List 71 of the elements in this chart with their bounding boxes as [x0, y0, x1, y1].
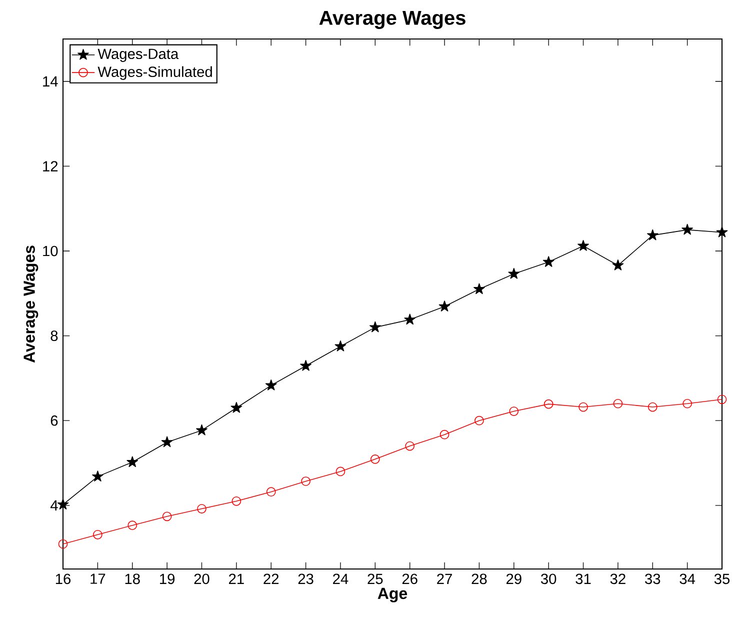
x-tick-label: 32	[610, 574, 626, 584]
point	[265, 379, 277, 390]
y-tick-label: 8	[50, 330, 58, 341]
point	[612, 259, 624, 270]
point	[336, 466, 346, 476]
y-tick-label: 4	[50, 500, 58, 510]
x-tick-label: 27	[437, 574, 452, 584]
point	[162, 512, 172, 522]
x-tick-label: 35	[714, 574, 730, 584]
point	[301, 476, 310, 486]
point	[197, 504, 206, 514]
point	[334, 340, 346, 352]
x-tick-label: 17	[90, 574, 106, 584]
x-tick-label: 16	[56, 574, 71, 584]
point	[232, 496, 242, 506]
x-tick-label: 23	[298, 574, 314, 584]
point	[230, 402, 242, 413]
y-tick-label: 12	[43, 161, 58, 172]
point	[266, 487, 276, 496]
y-tick-label: 14	[43, 76, 58, 86]
point	[717, 394, 727, 404]
point	[716, 226, 728, 238]
x-tick-label: 24	[333, 574, 348, 584]
point	[508, 268, 520, 279]
point	[682, 224, 693, 235]
x-tick-label: 33	[645, 574, 660, 584]
chart-title: Average Wages	[319, 10, 466, 29]
x-tick-label: 26	[402, 574, 418, 584]
x-axis-title: Age	[378, 588, 408, 602]
x-tick-label: 18	[125, 574, 140, 584]
point	[404, 314, 416, 325]
legend-label: Wages-Simulated	[98, 66, 212, 80]
point	[93, 530, 102, 540]
point	[92, 470, 104, 482]
x-tick-label: 30	[540, 574, 556, 584]
point	[544, 399, 554, 409]
point	[58, 539, 68, 549]
point	[646, 229, 658, 240]
point	[128, 520, 138, 530]
point	[542, 256, 554, 267]
x-tick-label: 20	[194, 574, 210, 584]
point	[474, 283, 485, 294]
y-axis-title: Average Wages	[24, 246, 38, 363]
point	[57, 498, 69, 510]
point	[474, 416, 484, 426]
point	[300, 360, 312, 371]
x-tick-label: 29	[506, 574, 522, 584]
point	[370, 454, 380, 464]
point	[648, 402, 658, 412]
point	[613, 398, 623, 408]
point	[126, 456, 138, 468]
y-tick-label: 6	[50, 415, 58, 426]
point	[161, 436, 173, 448]
point	[440, 430, 450, 440]
point	[369, 321, 381, 332]
point	[438, 300, 450, 312]
x-tick-label: 25	[368, 574, 383, 584]
x-tick-label: 28	[472, 574, 487, 584]
point	[578, 402, 588, 412]
x-tick-label: 21	[229, 574, 244, 584]
legend-label: Wages-Data	[98, 48, 179, 62]
point	[509, 406, 519, 416]
x-tick-label: 22	[264, 574, 279, 584]
point	[578, 240, 589, 251]
x-tick-label: 19	[160, 574, 175, 584]
point	[196, 424, 208, 436]
x-tick-label: 31	[576, 574, 591, 584]
y-tick-label: 10	[43, 246, 58, 256]
point	[405, 441, 415, 451]
x-tick-label: 34	[680, 574, 696, 584]
point	[682, 398, 692, 408]
